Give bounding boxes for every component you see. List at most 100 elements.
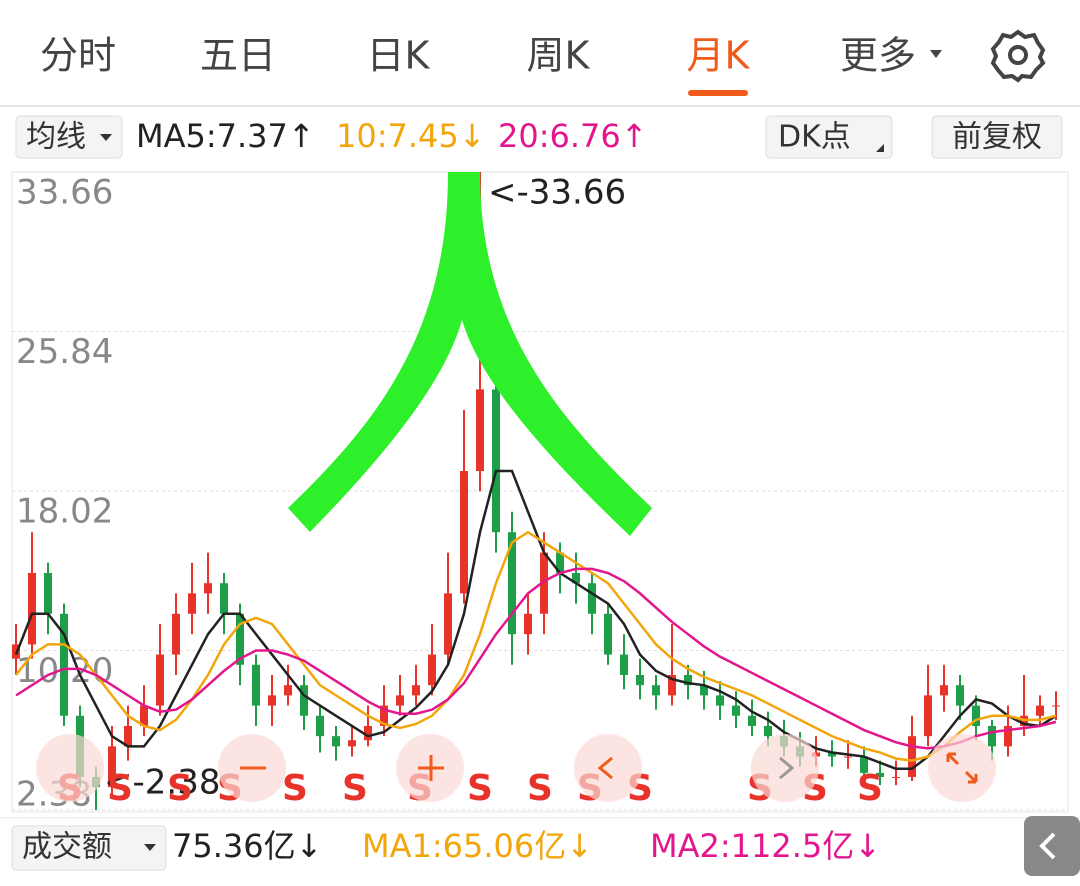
- candle-body: [668, 674, 676, 696]
- ma-selector[interactable]: [15, 115, 123, 159]
- candle-body: [940, 685, 948, 696]
- settings-icon[interactable]: [990, 29, 1046, 83]
- ma-line: [15, 530, 1057, 762]
- tab-active[interactable]: 月K: [687, 34, 751, 78]
- candle-body: [172, 613, 180, 655]
- tab[interactable]: 更多: [840, 34, 916, 78]
- candle-body: [28, 572, 36, 645]
- signal-label: S: [857, 768, 883, 809]
- candle-body: [284, 685, 292, 696]
- overlay-icons: [240, 752, 978, 784]
- candle-body: [300, 685, 308, 716]
- candle-body: [572, 572, 580, 584]
- tab-underline: [688, 90, 748, 96]
- ma-line: [15, 567, 1057, 750]
- candle-body: [460, 471, 468, 594]
- candle-body: [412, 685, 420, 696]
- ma2-label: MA2:112.5亿↓: [650, 827, 881, 865]
- candle-body: [892, 776, 900, 778]
- candle-body: [924, 695, 932, 737]
- signal-label: S: [107, 768, 133, 809]
- candle-body: [908, 736, 916, 777]
- candle-body: [828, 752, 836, 757]
- candle-body: [364, 725, 372, 741]
- candle-body: [652, 685, 660, 696]
- candle-body: [556, 552, 564, 573]
- candle-body: [140, 705, 148, 726]
- candle-body: [1036, 705, 1044, 716]
- dropdown-arrow: [100, 134, 112, 141]
- candle-body: [332, 736, 340, 747]
- candle-body: [956, 685, 964, 706]
- tab[interactable]: 日K: [367, 34, 431, 78]
- candle-body: [476, 389, 484, 472]
- candle-body: [684, 674, 692, 686]
- adjust-label: 前复权: [952, 120, 1042, 155]
- ma1-label: MA1:65.06亿↓: [362, 827, 593, 865]
- candle-body: [540, 552, 548, 614]
- tab[interactable]: 周K: [527, 34, 591, 78]
- candle-body: [764, 725, 772, 737]
- candle-body: [1052, 705, 1060, 707]
- signal-label: S: [167, 768, 193, 809]
- candle-body: [316, 715, 324, 737]
- candle-body: [268, 695, 276, 706]
- candle-body: [700, 685, 708, 696]
- candle-body: [156, 654, 164, 706]
- candle-body: [604, 613, 612, 655]
- candle-body: [220, 583, 228, 614]
- tab[interactable]: 五日: [200, 34, 276, 78]
- ma20-label: 20:6.76↑: [498, 117, 648, 155]
- dropdown-arrow: [930, 50, 942, 58]
- candle-body: [972, 705, 980, 726]
- candle-body: [620, 654, 628, 675]
- volume-selector[interactable]: [11, 825, 167, 871]
- candle-body: [108, 746, 116, 788]
- candle-body: [732, 705, 740, 716]
- plot-frame: [11, 171, 1069, 813]
- amount-label: 75.36亿↓: [172, 827, 322, 865]
- candle-body: [188, 593, 196, 614]
- overlay-glyph: [288, 172, 652, 536]
- collapse-button[interactable]: [1024, 816, 1080, 876]
- candle-body: [124, 725, 132, 747]
- candle-body: [492, 389, 500, 533]
- signal-label: S: [467, 768, 493, 809]
- signal-label: S: [282, 768, 308, 809]
- candle-body: [988, 725, 996, 747]
- candle-body: [1004, 725, 1012, 747]
- candle-body: [204, 583, 212, 594]
- signal-label: S: [527, 768, 553, 809]
- y-tick-label: 33.66: [16, 173, 113, 213]
- extreme-label: <-2.38: [104, 763, 220, 803]
- candle-body: [636, 674, 644, 686]
- extreme-label: <-33.66: [488, 173, 626, 213]
- y-tick-label: 18.02: [16, 492, 113, 532]
- dk-label: DK点: [778, 120, 851, 155]
- dropdown-arrow: [144, 844, 156, 851]
- candle-body: [860, 756, 868, 773]
- tab[interactable]: 分时: [40, 34, 116, 78]
- candle-body: [508, 532, 516, 635]
- candle-body: [60, 613, 68, 716]
- ma-line: [14, 469, 1057, 771]
- candle-body: [748, 715, 756, 726]
- candle-body: [348, 740, 356, 747]
- selector-label: 成交额: [22, 830, 112, 865]
- candle-body: [396, 695, 404, 706]
- y-tick-label: 25.84: [16, 332, 113, 372]
- chevron: [1039, 832, 1056, 860]
- candle-body: [252, 664, 260, 706]
- signal-label: S: [342, 768, 368, 809]
- ma10-label: 10:7.45↓: [336, 117, 486, 155]
- candle-body: [844, 756, 852, 758]
- adjust-button[interactable]: [931, 115, 1063, 159]
- candle-body: [524, 613, 532, 635]
- candle-body: [588, 583, 596, 614]
- dk-button[interactable]: [765, 115, 893, 159]
- candle-body: [716, 695, 724, 706]
- candle-body: [236, 613, 244, 665]
- candle-body: [428, 654, 436, 686]
- selector-label: 均线: [26, 120, 86, 155]
